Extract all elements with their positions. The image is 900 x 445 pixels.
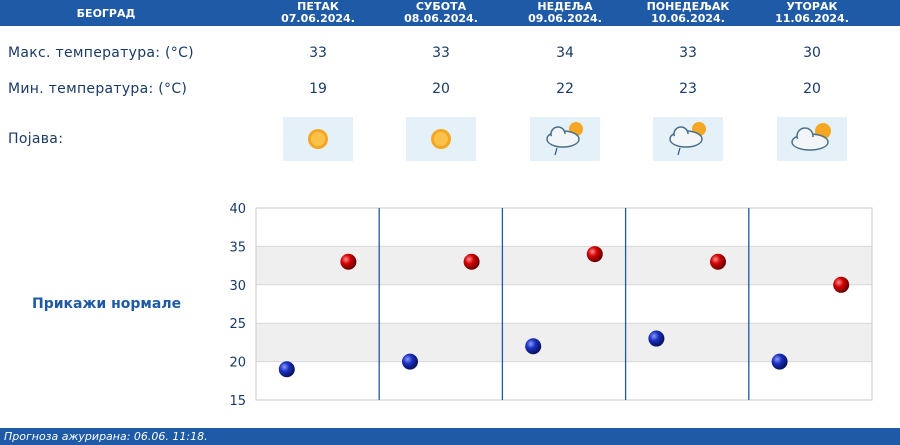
min-temp-label: Мин. температура: (°C) bbox=[8, 81, 188, 97]
max-temp-day-5: 30 bbox=[803, 45, 821, 61]
day-name: НЕДЕЉА bbox=[537, 0, 593, 13]
weather-label: Појава: bbox=[8, 131, 64, 147]
forecast-header: БЕОГРАД ПЕТАК 07.06.2024. СУБОТА 08.06.2… bbox=[0, 0, 900, 26]
max-temp-day-4: 33 bbox=[679, 45, 697, 61]
max-temp-point bbox=[833, 276, 850, 293]
day-header-2: СУБОТА 08.06.2024. bbox=[386, 0, 496, 27]
y-tick-label: 40 bbox=[229, 202, 246, 217]
day-header-4: ПОНЕДЕЉАК 10.06.2024. bbox=[633, 0, 743, 27]
min-temp-day-4: 23 bbox=[679, 81, 697, 97]
max-temp-day-2: 33 bbox=[432, 45, 450, 61]
min-temp-point bbox=[771, 353, 788, 370]
min-temp-day-2: 20 bbox=[432, 81, 450, 97]
min-temp-point bbox=[525, 338, 542, 355]
plot-frame bbox=[255, 207, 873, 401]
day-date: 10.06.2024. bbox=[651, 12, 725, 25]
max-temp-point bbox=[710, 253, 726, 270]
day-name: ПОНЕДЕЉАК bbox=[646, 0, 730, 13]
y-tick-label: 20 bbox=[229, 356, 246, 371]
update-footer: Прогноза ажурирана: 06.06. 11:18. bbox=[0, 428, 900, 445]
day-date: 08.06.2024. bbox=[404, 12, 478, 25]
min-temp-day-3: 22 bbox=[556, 81, 574, 97]
day-date: 09.06.2024. bbox=[528, 12, 602, 25]
day-name: СУБОТА bbox=[415, 0, 467, 13]
day-name: ПЕТАК bbox=[297, 0, 339, 13]
sun-icon bbox=[283, 117, 353, 161]
day-header-5: УТОРАК 11.06.2024. bbox=[757, 0, 867, 27]
y-tick-label: 35 bbox=[229, 240, 246, 255]
y-tick-label: 30 bbox=[229, 279, 246, 294]
sun-cloud-rain-icon bbox=[530, 117, 600, 161]
max-temp-label: Макс. температура: (°C) bbox=[8, 45, 194, 61]
city-name: БЕОГРАД bbox=[76, 6, 136, 20]
max-temp-point bbox=[586, 246, 603, 263]
min-temp-point bbox=[648, 330, 665, 347]
max-temp-point bbox=[463, 253, 480, 270]
grid-band bbox=[256, 323, 872, 362]
y-tick-label: 15 bbox=[229, 394, 246, 409]
max-temp-day-3: 34 bbox=[556, 45, 574, 61]
day-date: 11.06.2024. bbox=[775, 12, 849, 25]
min-temp-point bbox=[402, 353, 418, 370]
sun-cloud-icon bbox=[777, 117, 847, 161]
y-tick-label: 25 bbox=[229, 317, 246, 332]
day-header-1: ПЕТАК 07.06.2024. bbox=[263, 0, 373, 27]
max-temp-point bbox=[340, 253, 357, 270]
min-temp-day-1: 19 bbox=[309, 81, 327, 97]
show-normals-link[interactable]: Прикажи нормале bbox=[32, 296, 182, 312]
grid-band bbox=[256, 246, 872, 285]
day-header-3: НЕДЕЉА 09.06.2024. bbox=[510, 0, 620, 27]
max-temp-day-1: 33 bbox=[309, 45, 327, 61]
temperature-chart: 15 20 25 30 35 40 bbox=[229, 202, 873, 409]
day-name: УТОРАК bbox=[786, 0, 838, 13]
day-date: 07.06.2024. bbox=[281, 12, 355, 25]
min-temp-day-5: 20 bbox=[803, 81, 821, 97]
min-temp-point bbox=[278, 361, 295, 378]
sun-icon bbox=[406, 117, 476, 161]
sun-cloud-rain-icon bbox=[653, 117, 723, 161]
